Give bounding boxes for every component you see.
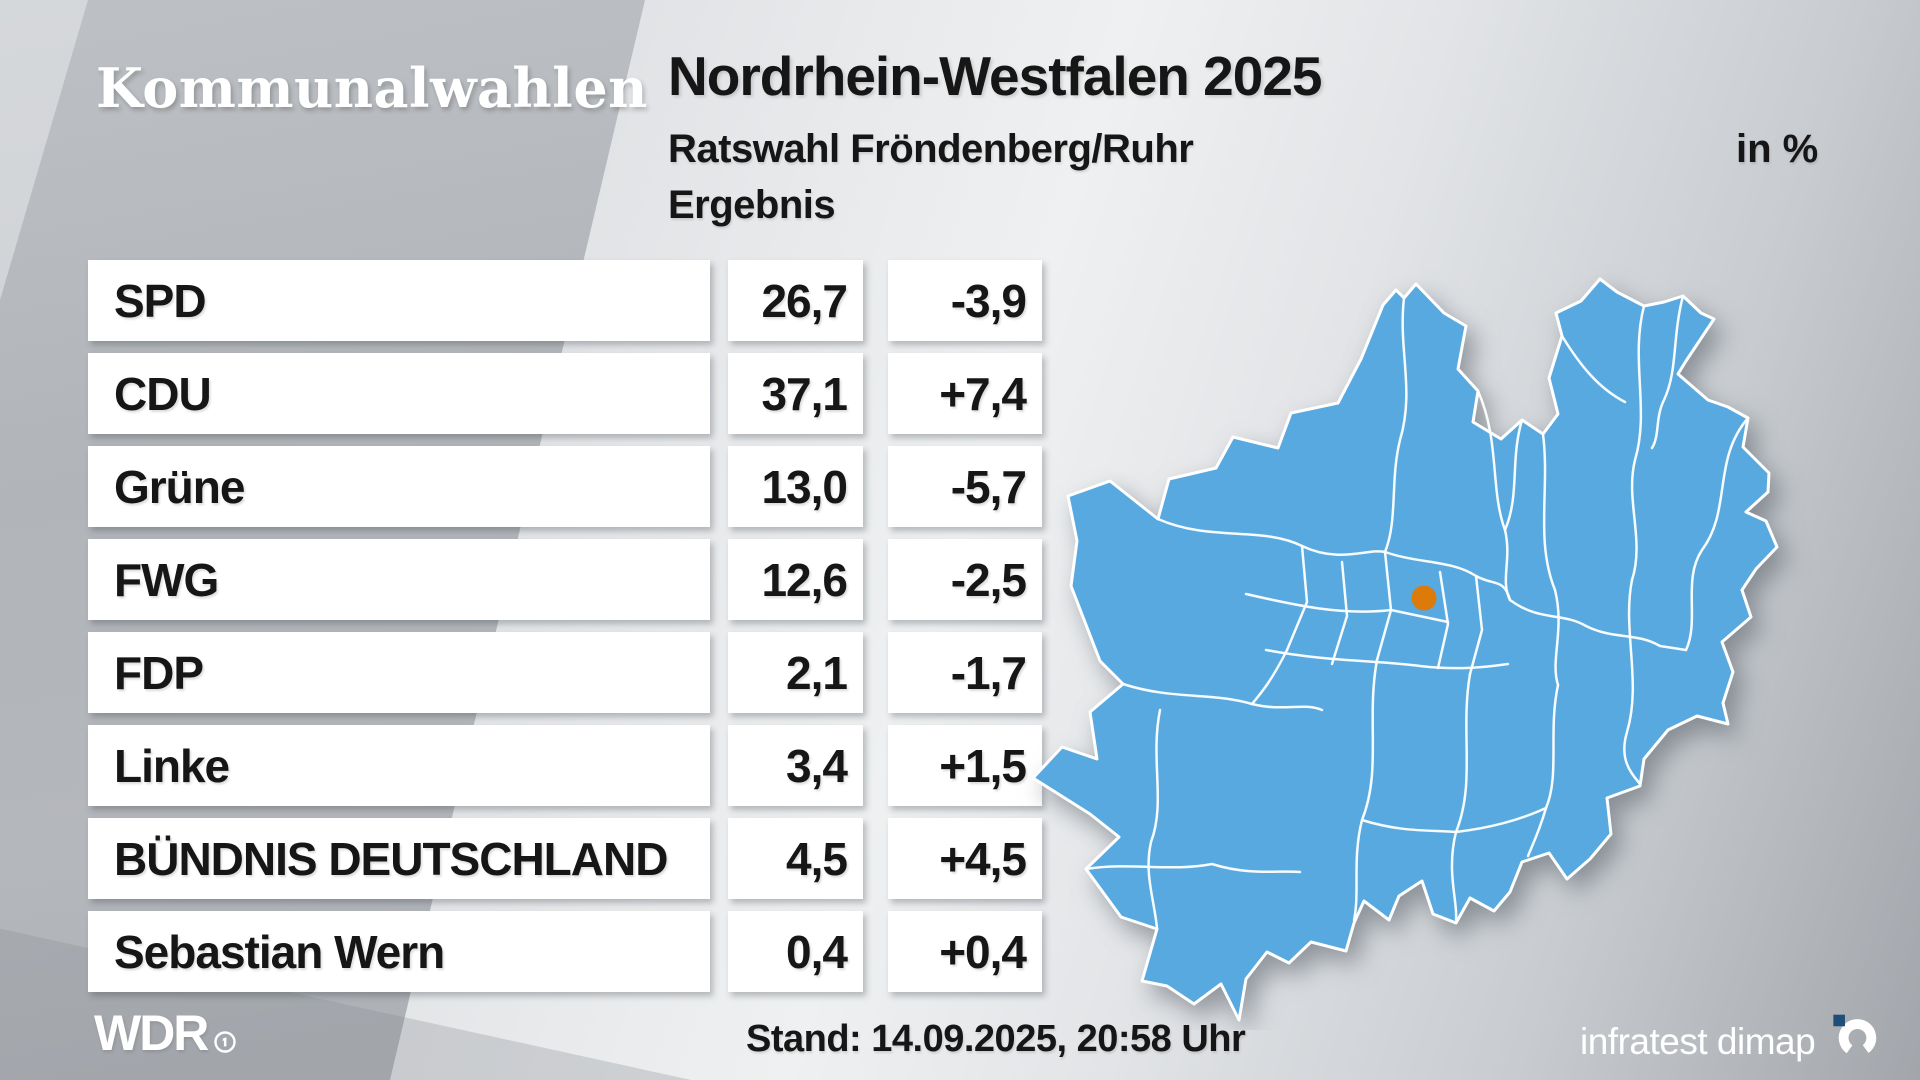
ard-one-icon xyxy=(213,1008,237,1066)
agency-wordmark: infratest dimap xyxy=(1580,1020,1816,1062)
results-table: SPD 26,7 -3,9 CDU 37,1 +7,4 Grüne 13,0 -… xyxy=(88,260,1042,1004)
result-change: -2,5 xyxy=(888,539,1042,620)
table-row: Grüne 13,0 -5,7 xyxy=(88,446,1042,527)
result-value: 0,4 xyxy=(728,911,863,992)
table-row: Linke 3,4 +1,5 xyxy=(88,725,1042,806)
location-marker xyxy=(1411,585,1437,611)
party-name: Grüne xyxy=(88,446,710,527)
party-name: BÜNDNIS DEUTSCHLAND xyxy=(88,818,710,899)
agency-credit: infratest dimap xyxy=(1580,1012,1878,1071)
wdr-wordmark: WDR xyxy=(94,1005,209,1061)
timestamp: Stand: 14.09.2025, 20:58 Uhr xyxy=(746,1018,1246,1060)
party-name: FWG xyxy=(88,539,710,620)
table-row: CDU 37,1 +7,4 xyxy=(88,353,1042,434)
party-name: CDU xyxy=(88,353,710,434)
table-row: Sebastian Wern 0,4 +0,4 xyxy=(88,911,1042,992)
result-value: 3,4 xyxy=(728,725,863,806)
result-value: 12,6 xyxy=(728,539,863,620)
result-change: +0,4 xyxy=(888,911,1042,992)
page-subtitle: Ratswahl Fröndenberg/Ruhr xyxy=(668,127,1194,171)
result-change: -1,7 xyxy=(888,632,1042,713)
result-change: -5,7 xyxy=(888,446,1042,527)
party-name: Linke xyxy=(88,725,710,806)
result-value: 26,7 xyxy=(728,260,863,341)
program-title: Kommunalwahlen xyxy=(96,56,648,120)
nrw-districts-map xyxy=(1000,230,1860,1030)
map-svg xyxy=(1031,277,1779,1022)
result-change: +7,4 xyxy=(888,353,1042,434)
result-value: 13,0 xyxy=(728,446,863,527)
table-row: BÜNDNIS DEUTSCHLAND 4,5 +4,5 xyxy=(88,818,1042,899)
infratest-dimap-icon xyxy=(1828,1012,1878,1071)
wdr-logo: WDR xyxy=(94,1004,237,1066)
page-title: Nordrhein-Westfalen 2025 xyxy=(668,45,1323,107)
result-value: 2,1 xyxy=(728,632,863,713)
party-name: SPD xyxy=(88,260,710,341)
table-row: FDP 2,1 -1,7 xyxy=(88,632,1042,713)
result-change: -3,9 xyxy=(888,260,1042,341)
district-borders xyxy=(1084,294,1750,930)
result-change: +4,5 xyxy=(888,818,1042,899)
unit-label: in % xyxy=(1736,127,1819,171)
result-change: +1,5 xyxy=(888,725,1042,806)
table-row: SPD 26,7 -3,9 xyxy=(88,260,1042,341)
result-value: 37,1 xyxy=(728,353,863,434)
party-name: FDP xyxy=(88,632,710,713)
state-outline xyxy=(1031,277,1779,1022)
result-value: 4,5 xyxy=(728,818,863,899)
party-name: Sebastian Wern xyxy=(88,911,710,992)
section-label: Ergebnis xyxy=(668,183,836,227)
table-row: FWG 12,6 -2,5 xyxy=(88,539,1042,620)
